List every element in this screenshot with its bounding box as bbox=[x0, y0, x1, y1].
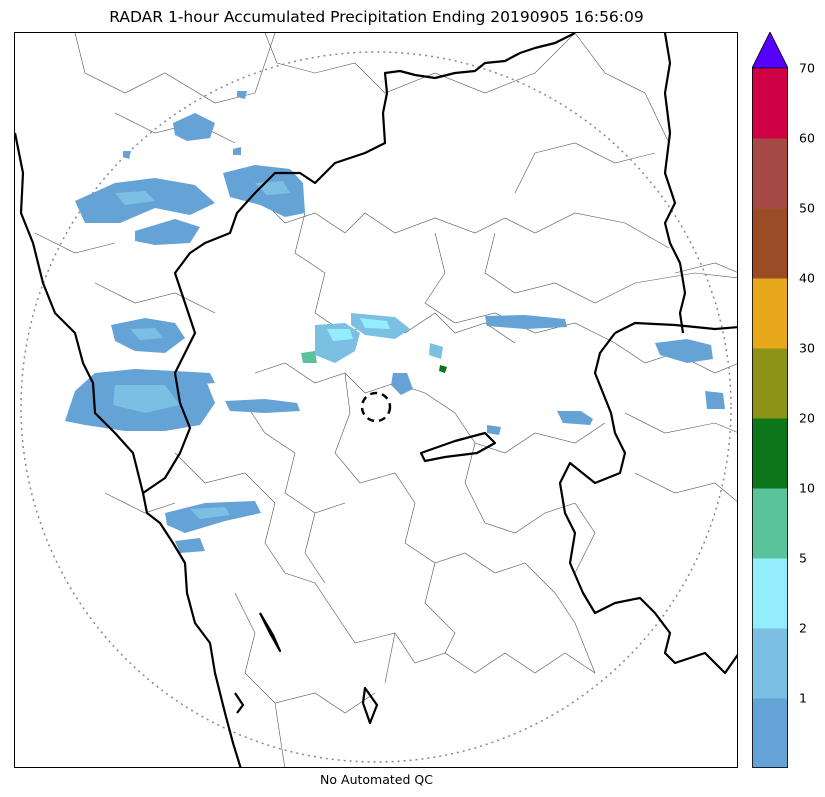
colorbar-tick-label: 60 bbox=[799, 130, 815, 146]
state-boundaries bbox=[15, 33, 737, 767]
colorbar-tick-label: 50 bbox=[799, 200, 815, 216]
colorbar-extend-triangle bbox=[752, 32, 788, 69]
colorbar bbox=[752, 32, 788, 768]
qc-note: No Automated QC bbox=[320, 772, 433, 787]
range-ring bbox=[20, 51, 732, 763]
radar-map bbox=[14, 32, 738, 768]
colorbar-tick-label: 30 bbox=[799, 340, 815, 356]
colorbar-segment bbox=[752, 558, 788, 629]
colorbar-tick-label: 10 bbox=[799, 480, 815, 496]
colorbar-tick-label: 70 bbox=[799, 60, 815, 76]
colorbar-segment bbox=[752, 488, 788, 559]
colorbar-border bbox=[752, 67, 788, 768]
colorbar-segment bbox=[752, 628, 788, 699]
colorbar-segment bbox=[752, 698, 788, 768]
district-boundaries bbox=[34, 33, 737, 767]
colorbar-tick-label: 40 bbox=[799, 270, 815, 286]
map-title: RADAR 1-hour Accumulated Precipitation E… bbox=[109, 8, 644, 26]
colorbar-segment bbox=[752, 138, 788, 209]
colorbar-tick-label: 20 bbox=[799, 410, 815, 426]
colorbar-segment bbox=[752, 208, 788, 279]
colorbar-segment bbox=[752, 348, 788, 419]
colorbar-segment bbox=[752, 278, 788, 349]
radar-site-marker bbox=[360, 391, 392, 423]
colorbar-svg bbox=[752, 32, 788, 768]
colorbar-segment bbox=[752, 68, 788, 139]
colorbar-tick-label: 1 bbox=[799, 690, 807, 706]
colorbar-tick-label: 5 bbox=[799, 550, 807, 566]
colorbar-tick-label: 2 bbox=[799, 620, 807, 636]
colorbar-segment bbox=[752, 418, 788, 489]
radar-map-canvas bbox=[15, 33, 737, 767]
